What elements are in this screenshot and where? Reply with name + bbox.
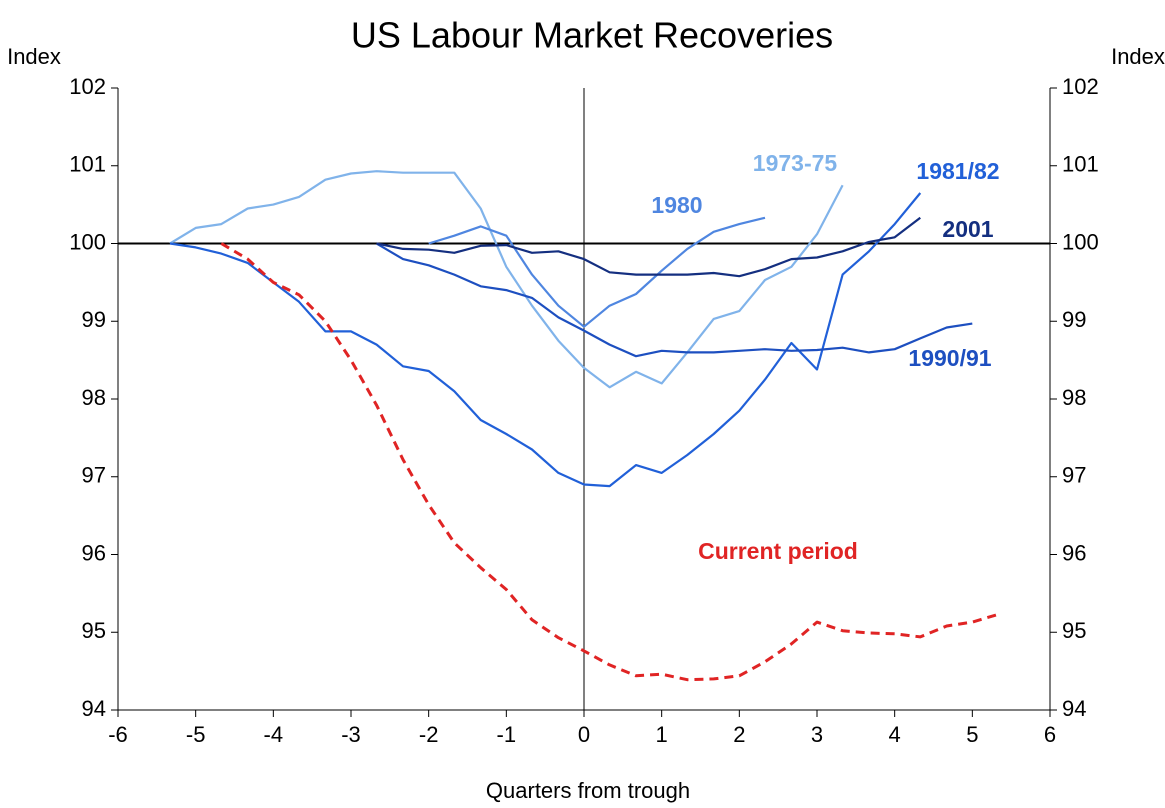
series-label: 1980 (651, 192, 702, 218)
x-tick-label: -3 (341, 722, 361, 747)
x-tick-label: 4 (889, 722, 901, 747)
y2-tick-label: 100 (1062, 229, 1099, 254)
y-tick-label: 102 (69, 74, 106, 99)
x-tick-label: 5 (966, 722, 978, 747)
x-tick-label: 2 (733, 722, 745, 747)
y2-tick-label: 99 (1062, 307, 1086, 332)
y-tick-label: 101 (69, 152, 106, 177)
y2-tick-label: 96 (1062, 540, 1086, 565)
series-line (428, 216, 766, 328)
x-axis-label: Quarters from trough (486, 778, 690, 803)
y-tick-label: 98 (82, 385, 106, 410)
y-tick-label: 99 (82, 307, 106, 332)
y-axis-label: Index (7, 44, 61, 69)
series-label: 2001 (942, 216, 993, 242)
y2-tick-label: 101 (1062, 152, 1099, 177)
y2-tick-label: 94 (1062, 696, 1086, 721)
y-tick-label: 96 (82, 540, 106, 565)
y2-tick-label: 97 (1062, 463, 1086, 488)
x-tick-label: -1 (497, 722, 517, 747)
y-tick-label: 97 (82, 463, 106, 488)
x-tick-label: 0 (578, 722, 590, 747)
series-line (169, 192, 922, 488)
x-tick-label: 6 (1044, 722, 1056, 747)
x-tick-label: 1 (656, 722, 668, 747)
series-line (220, 242, 999, 682)
y-tick-label: 100 (69, 229, 106, 254)
y2-tick-label: 95 (1062, 618, 1086, 643)
series-line (376, 216, 921, 278)
series-line (169, 170, 844, 389)
x-tick-label: -5 (186, 722, 206, 747)
chart-title: US Labour Market Recoveries (351, 15, 833, 56)
series-label: 1990/91 (908, 345, 991, 371)
x-tick-label: -4 (264, 722, 284, 747)
y-tick-label: 95 (82, 618, 106, 643)
series-label: 1981/82 (916, 158, 999, 184)
series-line (376, 242, 973, 358)
x-tick-label: 3 (811, 722, 823, 747)
series-label: 1973-75 (753, 150, 838, 176)
y-tick-label: 94 (82, 696, 106, 721)
y2-tick-label: 102 (1062, 74, 1099, 99)
x-tick-label: -6 (108, 722, 128, 747)
y2-axis-label: Index (1111, 44, 1165, 69)
y2-tick-label: 98 (1062, 385, 1086, 410)
x-tick-label: -2 (419, 722, 439, 747)
series-label: Current period (698, 538, 858, 564)
